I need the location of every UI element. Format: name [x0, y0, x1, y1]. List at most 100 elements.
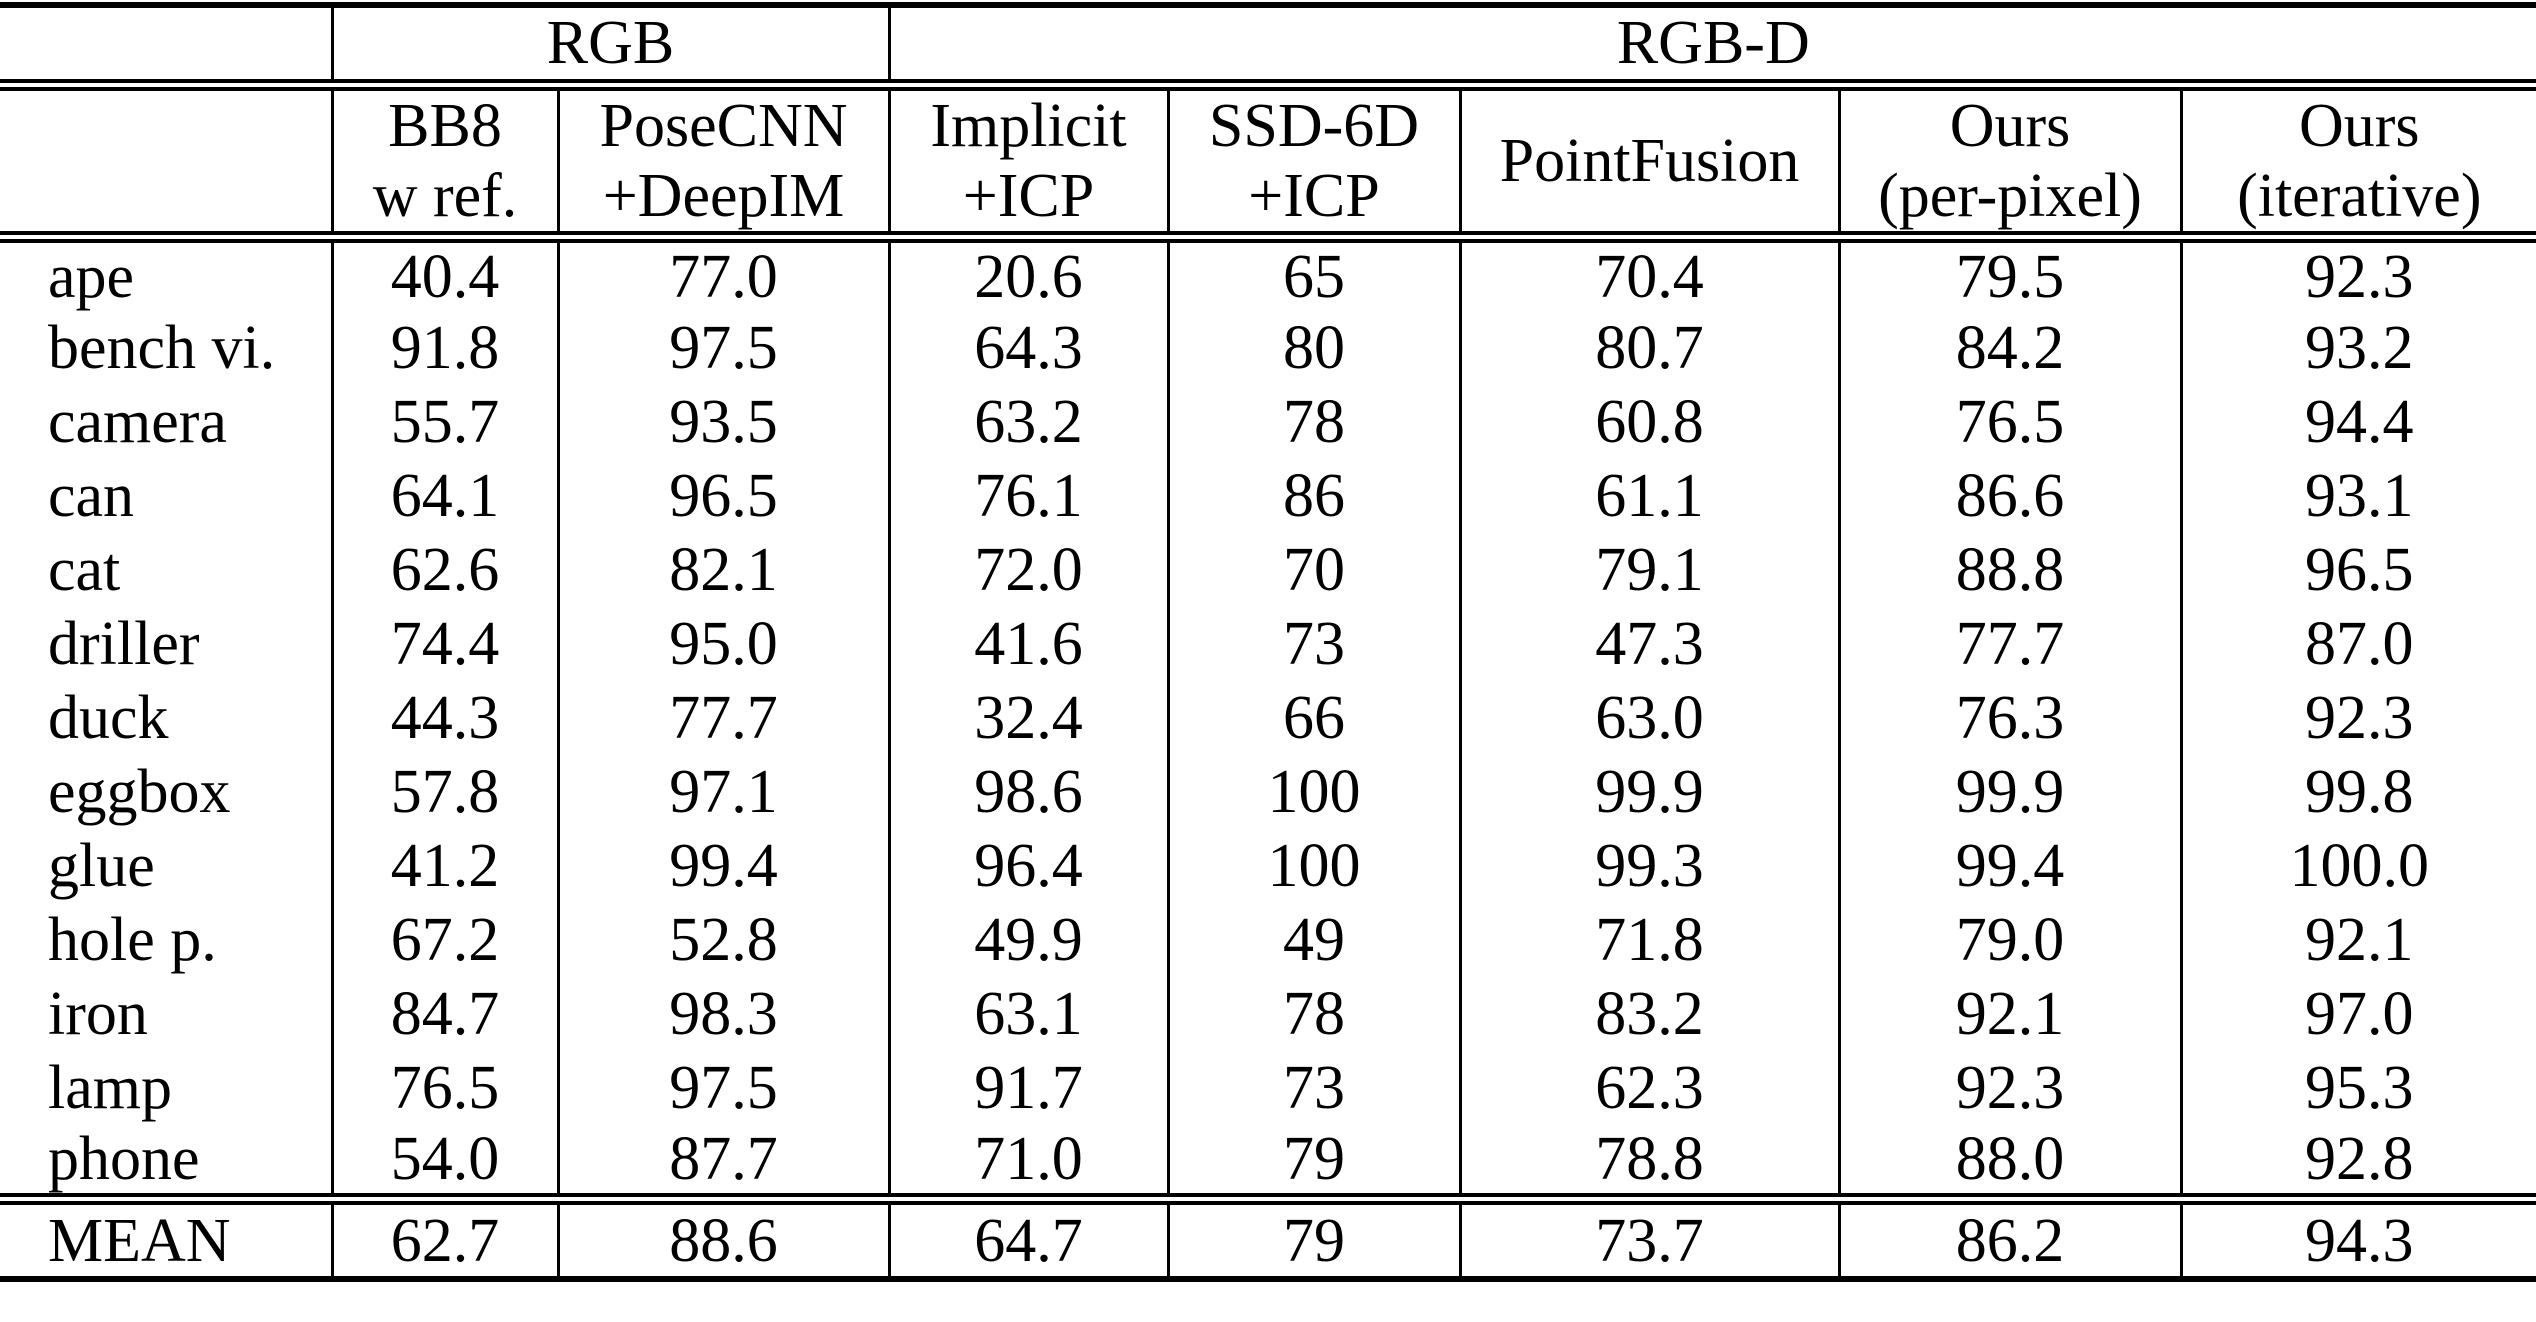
- object-name-cell: glue: [48, 832, 155, 901]
- value-cell: 71.8: [1458, 903, 1840, 978]
- value-cell: 80: [1166, 311, 1461, 386]
- object-name-cell: eggbox: [48, 758, 231, 827]
- value-cell: 77.0: [556, 237, 890, 312]
- value-cell: 99.4: [1837, 829, 2182, 904]
- value-cell: 86.2: [1837, 1193, 2182, 1280]
- value-cell: 100: [1166, 755, 1461, 830]
- table-row: lamp 76.5 97.5 91.7 73 62.3 92.3 95.3: [0, 1051, 2536, 1126]
- object-name-cell: camera: [48, 388, 227, 457]
- value-cell: 65: [1166, 237, 1461, 312]
- value-cell: 97.0: [2179, 977, 2536, 1052]
- table-row: phone 54.0 87.7 71.0 79 78.8 88.0 92.8: [0, 1125, 2536, 1200]
- value-cell: 71.0: [887, 1125, 1169, 1200]
- column-header-bb8: BB8 w ref.: [330, 85, 558, 243]
- table-row: cat 62.6 82.1 72.0 70 79.1 88.8 96.5: [0, 533, 2536, 608]
- column-header-line: +DeepIM: [602, 162, 845, 230]
- value-cell: 77.7: [1837, 607, 2182, 682]
- table-row: duck 44.3 77.7 32.4 66 63.0 76.3 92.3: [0, 681, 2536, 756]
- value-cell: 96.4: [887, 829, 1169, 904]
- value-cell: 32.4: [887, 681, 1169, 756]
- value-cell: 78: [1166, 385, 1461, 460]
- value-cell: 98.6: [887, 755, 1169, 830]
- value-cell: 78: [1166, 977, 1461, 1052]
- value-cell: 55.7: [330, 385, 558, 460]
- group-header-rgb: RGB: [330, 5, 890, 91]
- value-cell: 47.3: [1458, 607, 1840, 682]
- object-name-cell: hole p.: [48, 906, 217, 975]
- value-cell: 40.4: [330, 237, 558, 312]
- table-row: iron 84.7 98.3 63.1 78 83.2 92.1 97.0: [0, 977, 2536, 1052]
- object-name-cell: driller: [48, 610, 200, 679]
- value-cell: 70.4: [1458, 237, 1840, 312]
- table-body: ape 40.4 77.0 20.6 65 70.4 79.5 92.3 ben…: [0, 237, 2536, 1280]
- group-header-rgbd: RGB-D: [887, 5, 2536, 91]
- value-cell: 93.1: [2179, 459, 2536, 534]
- value-cell: 79: [1166, 1125, 1461, 1200]
- value-cell: 54.0: [330, 1125, 558, 1200]
- value-cell: 79.1: [1458, 533, 1840, 608]
- column-header-line: Ours: [2299, 92, 2420, 160]
- value-cell: 64.7: [887, 1193, 1169, 1280]
- value-cell: 41.2: [330, 829, 558, 904]
- mean-row: MEAN 62.7 88.6 64.7 79 73.7 86.2 94.3: [0, 1193, 2536, 1280]
- results-table: RGB RGB-D BB8 w ref. PoseCNN +DeepIM Imp…: [0, 2, 2536, 1283]
- value-cell: 52.8: [556, 903, 890, 978]
- value-cell: 100.0: [2179, 829, 2536, 904]
- value-cell: 79.0: [1837, 903, 2182, 978]
- value-cell: 64.3: [887, 311, 1169, 386]
- object-name-cell: cat: [48, 536, 121, 605]
- object-name-cell: lamp: [48, 1054, 172, 1123]
- value-cell: 88.8: [1837, 533, 2182, 608]
- table-row: ape 40.4 77.0 20.6 65 70.4 79.5 92.3: [0, 237, 2536, 312]
- corner-cell-2: [0, 85, 332, 243]
- value-cell: 86: [1166, 459, 1461, 534]
- value-cell: 82.1: [556, 533, 890, 608]
- object-name-cell: duck: [48, 684, 169, 753]
- value-cell: 99.8: [2179, 755, 2536, 830]
- value-cell: 41.6: [887, 607, 1169, 682]
- value-cell: 84.2: [1837, 311, 2182, 386]
- object-name-cell: MEAN: [0, 1193, 332, 1280]
- value-cell: 62.3: [1458, 1051, 1840, 1126]
- value-cell: 96.5: [556, 459, 890, 534]
- column-header-ssd6d: SSD-6D +ICP: [1166, 85, 1461, 243]
- value-cell: 80.7: [1458, 311, 1840, 386]
- value-cell: 78.8: [1458, 1125, 1840, 1200]
- value-cell: 63.0: [1458, 681, 1840, 756]
- value-cell: 92.3: [2179, 237, 2536, 312]
- value-cell: 44.3: [330, 681, 558, 756]
- value-cell: 94.3: [2179, 1193, 2536, 1280]
- value-cell: 83.2: [1458, 977, 1840, 1052]
- column-header-line: BB8: [388, 92, 502, 160]
- value-cell: 79.5: [1837, 237, 2182, 312]
- value-cell: 73: [1166, 607, 1461, 682]
- object-name-cell: bench vi.: [48, 314, 276, 383]
- value-cell: 86.6: [1837, 459, 2182, 534]
- column-header-ours-iterative: Ours (iterative): [2179, 85, 2536, 243]
- value-cell: 97.5: [556, 1051, 890, 1126]
- value-cell: 60.8: [1458, 385, 1840, 460]
- value-cell: 87.7: [556, 1125, 890, 1200]
- value-cell: 88.0: [1837, 1125, 2182, 1200]
- value-cell: 84.7: [330, 977, 558, 1052]
- value-cell: 97.1: [556, 755, 890, 830]
- value-cell: 62.6: [330, 533, 558, 608]
- value-cell: 73.7: [1458, 1193, 1840, 1280]
- column-header-line: +ICP: [962, 162, 1095, 230]
- object-name-cell: ape: [48, 243, 135, 311]
- column-header-line: PoseCNN: [599, 92, 848, 160]
- value-cell: 57.8: [330, 755, 558, 830]
- value-cell: 99.3: [1458, 829, 1840, 904]
- value-cell: 87.0: [2179, 607, 2536, 682]
- column-header-line: (iterative): [2237, 162, 2482, 230]
- table-row: eggbox 57.8 97.1 98.6 100 99.9 99.9 99.8: [0, 755, 2536, 830]
- column-header-posecnn: PoseCNN +DeepIM: [556, 85, 890, 243]
- table-row: hole p. 67.2 52.8 49.9 49 71.8 79.0 92.1: [0, 903, 2536, 978]
- column-header-row: BB8 w ref. PoseCNN +DeepIM Implicit +ICP…: [0, 85, 2536, 243]
- value-cell: 99.4: [556, 829, 890, 904]
- value-cell: 49: [1166, 903, 1461, 978]
- table-row: camera 55.7 93.5 63.2 78 60.8 76.5 94.4: [0, 385, 2536, 460]
- value-cell: 63.2: [887, 385, 1169, 460]
- table-row: glue 41.2 99.4 96.4 100 99.3 99.4 100.0: [0, 829, 2536, 904]
